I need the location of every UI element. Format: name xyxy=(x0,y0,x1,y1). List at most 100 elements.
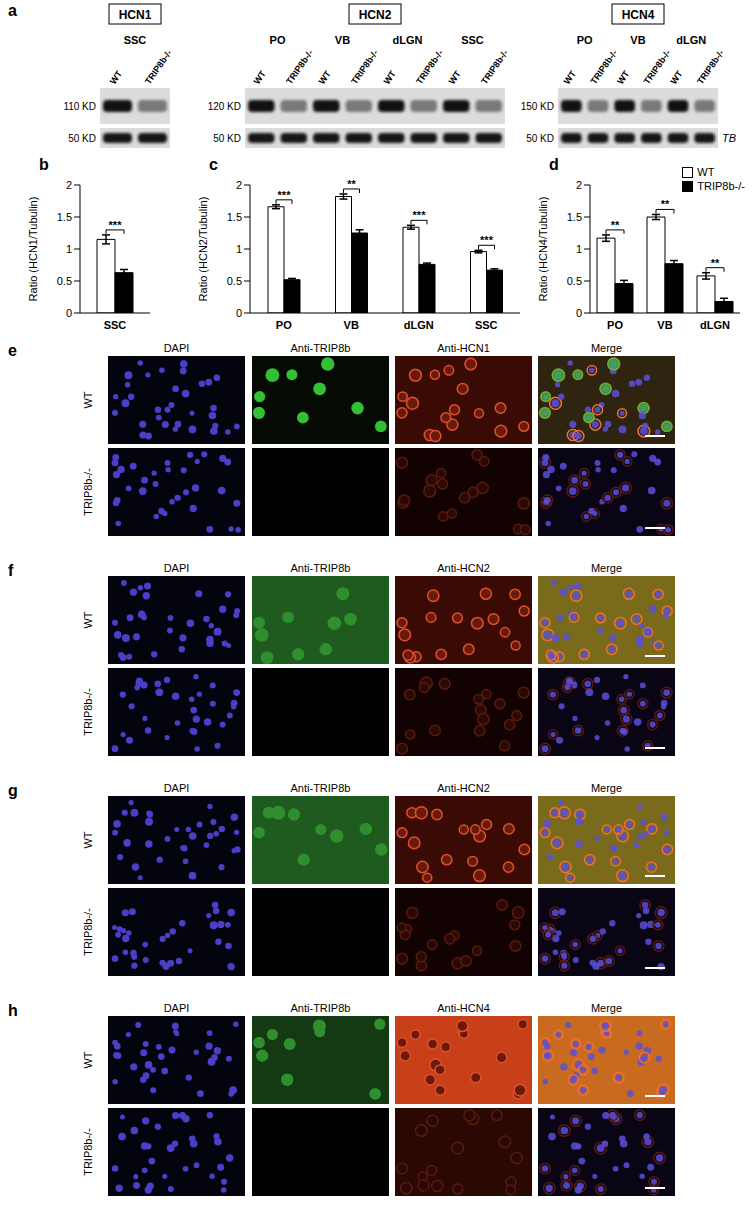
html-text:b: b xyxy=(39,156,49,173)
svg-text:DAPI: DAPI xyxy=(164,562,190,574)
svg-text:120 KD: 120 KD xyxy=(208,101,241,112)
svg-text:VB: VB xyxy=(344,319,359,331)
svg-text:TRIP8b-/-: TRIP8b-/- xyxy=(414,48,445,86)
svg-text:e: e xyxy=(8,342,17,359)
svg-text:2: 2 xyxy=(66,179,72,191)
svg-text:Anti-TRIP8b: Anti-TRIP8b xyxy=(291,1002,351,1014)
svg-text:1: 1 xyxy=(236,243,242,255)
svg-text:1.5: 1.5 xyxy=(227,211,242,223)
svg-text:150 KD: 150 KD xyxy=(521,101,554,112)
svg-text:SSC: SSC xyxy=(104,319,127,331)
svg-text:SSC: SSC xyxy=(124,34,147,46)
svg-text:Anti-HCN1: Anti-HCN1 xyxy=(437,342,490,354)
svg-text:Merge: Merge xyxy=(591,342,622,354)
svg-text:WT: WT xyxy=(82,391,94,408)
svg-text:**: ** xyxy=(347,178,356,190)
svg-text:DAPI: DAPI xyxy=(164,1002,190,1014)
svg-text:VB: VB xyxy=(335,34,350,46)
svg-text:WT: WT xyxy=(615,69,632,87)
svg-text:WT: WT xyxy=(668,69,685,87)
svg-text:VB: VB xyxy=(657,319,672,331)
svg-text:1.5: 1.5 xyxy=(567,211,582,223)
svg-text:Ratio (HCN1/Tubulin): Ratio (HCN1/Tubulin) xyxy=(27,197,39,302)
svg-text:**: ** xyxy=(611,219,620,231)
svg-text:2: 2 xyxy=(576,179,582,191)
svg-text:0: 0 xyxy=(576,307,582,319)
svg-text:DAPI: DAPI xyxy=(164,782,190,794)
svg-text:g: g xyxy=(8,782,18,799)
svg-text:HCN1: HCN1 xyxy=(119,8,152,22)
svg-text:PO: PO xyxy=(577,34,593,46)
svg-text:TRIP8b-/-: TRIP8b-/- xyxy=(82,688,94,736)
svg-text:PO: PO xyxy=(270,34,286,46)
svg-text:TRIP8b-/-: TRIP8b-/- xyxy=(82,1128,94,1176)
svg-text:50 KD: 50 KD xyxy=(526,133,554,144)
svg-text:SSC: SSC xyxy=(475,319,498,331)
svg-text:WT: WT xyxy=(108,69,125,87)
svg-text:WT: WT xyxy=(382,69,399,87)
svg-text:WT: WT xyxy=(562,69,579,87)
svg-text:TRIP8b-/-: TRIP8b-/- xyxy=(143,48,174,86)
svg-text:Anti-TRIP8b: Anti-TRIP8b xyxy=(291,782,351,794)
svg-text:TB: TB xyxy=(722,132,736,144)
svg-text:2: 2 xyxy=(236,179,242,191)
svg-text:VB: VB xyxy=(630,34,645,46)
svg-text:110 KD: 110 KD xyxy=(63,101,96,112)
svg-text:Merge: Merge xyxy=(591,1002,622,1014)
html-text:WT: WT xyxy=(697,166,715,178)
svg-text:SSC: SSC xyxy=(461,34,484,46)
svg-text:Merge: Merge xyxy=(591,782,622,794)
svg-text:TRIP8b-/-: TRIP8b-/- xyxy=(588,48,620,87)
svg-text:Anti-TRIP8b: Anti-TRIP8b xyxy=(291,562,351,574)
svg-text:HCN4: HCN4 xyxy=(622,8,655,22)
svg-text:Anti-TRIP8b: Anti-TRIP8b xyxy=(291,342,351,354)
svg-text:WT: WT xyxy=(252,69,269,87)
svg-text:TRIP8b-/-: TRIP8b-/- xyxy=(284,48,315,86)
svg-text:TRIP8b-/-: TRIP8b-/- xyxy=(641,48,673,87)
svg-text:**: ** xyxy=(711,257,720,269)
svg-text:WT: WT xyxy=(82,611,94,628)
svg-text:Ratio (HCN2/Tubulin): Ratio (HCN2/Tubulin) xyxy=(197,197,209,302)
svg-text:WT: WT xyxy=(447,69,464,87)
svg-text:0.5: 0.5 xyxy=(57,275,72,287)
svg-text:WT: WT xyxy=(82,831,94,848)
svg-text:1: 1 xyxy=(66,243,72,255)
svg-text:dLGN: dLGN xyxy=(393,34,423,46)
svg-text:***: *** xyxy=(480,234,494,246)
svg-text:a: a xyxy=(8,2,17,19)
svg-text:50 KD: 50 KD xyxy=(68,133,96,144)
svg-text:50 KD: 50 KD xyxy=(213,133,241,144)
svg-text:TRIP8b-/-: TRIP8b-/- xyxy=(695,48,726,86)
svg-text:dLGN: dLGN xyxy=(676,34,706,46)
svg-text:WT: WT xyxy=(317,69,334,87)
svg-text:TRIP8b-/-: TRIP8b-/- xyxy=(479,48,510,86)
svg-text:TRIP8b-/-: TRIP8b-/- xyxy=(82,468,94,516)
svg-text:**: ** xyxy=(661,198,670,210)
svg-text:0.5: 0.5 xyxy=(227,275,242,287)
svg-text:HCN2: HCN2 xyxy=(359,8,392,22)
svg-text:dLGN: dLGN xyxy=(404,319,434,331)
svg-text:0.5: 0.5 xyxy=(567,275,582,287)
svg-text:f: f xyxy=(8,562,14,579)
svg-text:dLGN: dLGN xyxy=(700,319,730,331)
svg-text:TRIP8b-/-: TRIP8b-/- xyxy=(349,48,380,86)
svg-text:PO: PO xyxy=(607,319,623,331)
svg-text:***: *** xyxy=(109,219,123,231)
svg-text:0: 0 xyxy=(66,307,72,319)
svg-text:***: *** xyxy=(278,189,292,201)
svg-text:0: 0 xyxy=(236,307,242,319)
svg-text:1.5: 1.5 xyxy=(57,211,72,223)
svg-text:WT: WT xyxy=(82,1051,94,1068)
svg-text:Ratio (HCN4/Tubulin): Ratio (HCN4/Tubulin) xyxy=(537,197,549,302)
svg-text:DAPI: DAPI xyxy=(164,342,190,354)
svg-text:Anti-HCN2: Anti-HCN2 xyxy=(437,782,490,794)
svg-text:Anti-HCN4: Anti-HCN4 xyxy=(437,1002,490,1014)
svg-text:TRIP8b-/-: TRIP8b-/- xyxy=(82,908,94,956)
svg-text:PO: PO xyxy=(276,319,292,331)
svg-text:1: 1 xyxy=(576,243,582,255)
html-text:TRIP8b-/-: TRIP8b-/- xyxy=(697,180,745,192)
svg-text:Merge: Merge xyxy=(591,562,622,574)
svg-text:Anti-HCN2: Anti-HCN2 xyxy=(437,562,490,574)
svg-text:h: h xyxy=(8,1002,18,1019)
svg-text:***: *** xyxy=(413,209,427,221)
